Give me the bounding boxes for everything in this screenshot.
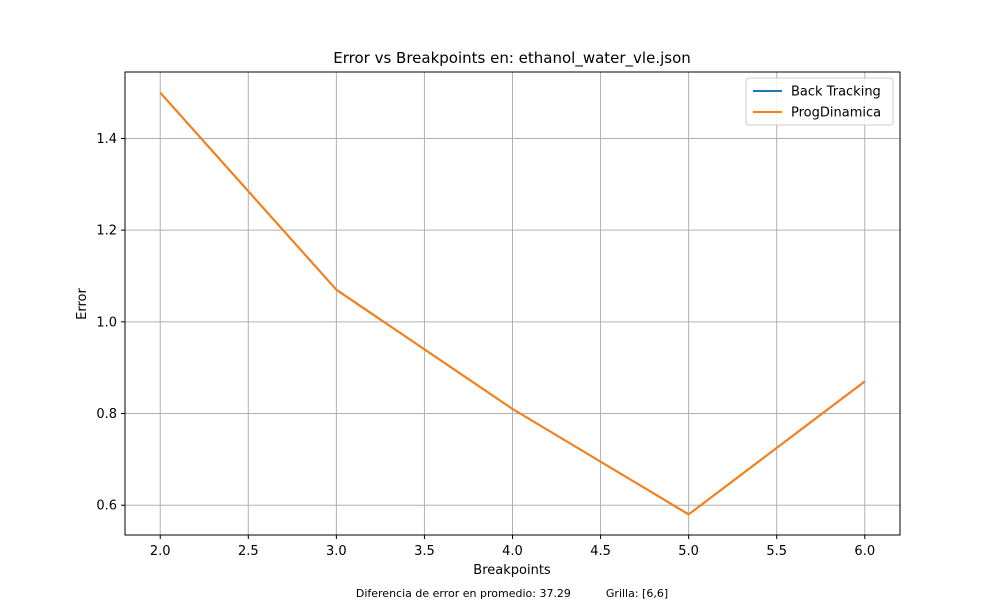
y-axis-label: Error xyxy=(75,288,90,320)
x-axis-label: Breakpoints xyxy=(473,563,551,578)
x-tick-label: 3.0 xyxy=(326,544,347,559)
legend-label-0: Back Tracking xyxy=(791,85,881,100)
x-tick-label: 5.5 xyxy=(766,544,787,559)
chart-title: Error vs Breakpoints en: ethanol_water_v… xyxy=(333,49,691,68)
y-tick-label: 0.6 xyxy=(96,499,117,514)
series-lines xyxy=(159,91,866,516)
y-tick-label: 1.0 xyxy=(96,315,117,330)
y-tick-label: 1.2 xyxy=(96,224,117,239)
x-axis-ticks: 2.0 2.5 3.0 3.5 4.0 4.5 5.0 5.5 6.0 xyxy=(150,535,875,559)
x-tick-label: 4.5 xyxy=(590,544,611,559)
footer-note: Diferencia de error en promedio: 37.29 G… xyxy=(356,587,668,600)
x-tick-label: 4.0 xyxy=(502,544,523,559)
y-tick-label: 1.4 xyxy=(96,132,117,147)
x-tick-label: 2.0 xyxy=(150,544,171,559)
series-line-1 xyxy=(159,91,866,516)
legend-label-1: ProgDinamica xyxy=(791,106,881,121)
legend-box xyxy=(745,77,894,126)
x-tick-label: 2.5 xyxy=(238,544,259,559)
legend: Back Tracking ProgDinamica xyxy=(745,77,894,126)
x-tick-label: 6.0 xyxy=(854,544,875,559)
y-tick-label: 0.8 xyxy=(96,407,117,422)
grid-lines xyxy=(125,72,900,535)
x-tick-label: 3.5 xyxy=(414,544,435,559)
x-tick-label: 5.0 xyxy=(678,544,699,559)
y-axis-ticks: 0.6 0.8 1.0 1.2 1.4 xyxy=(96,132,125,514)
